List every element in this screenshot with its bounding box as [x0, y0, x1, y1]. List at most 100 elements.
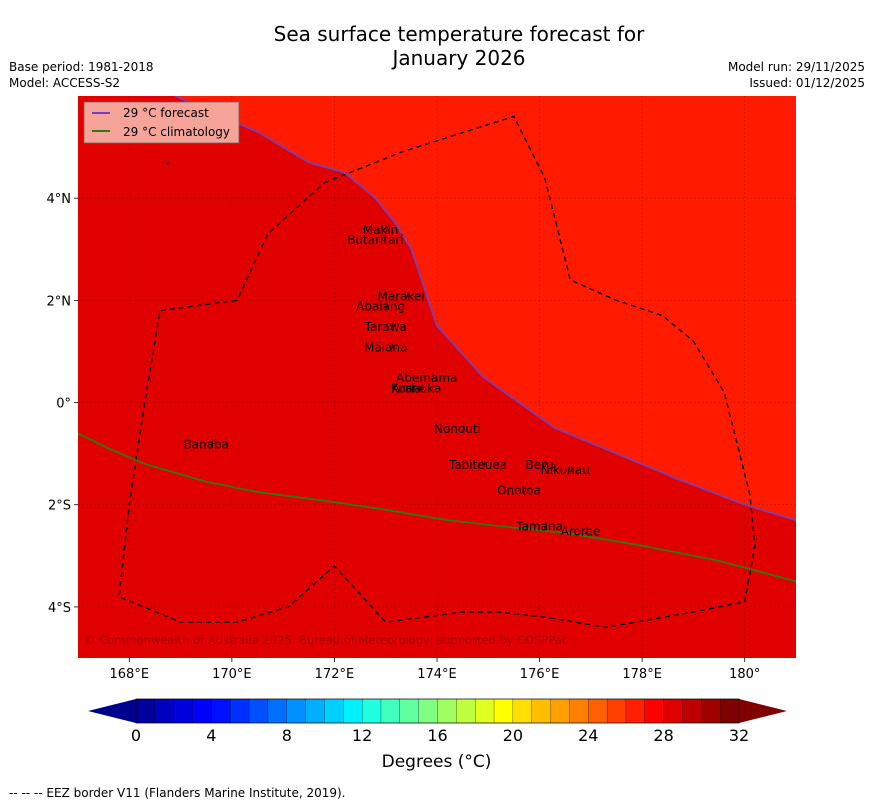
- colorbar-cell: [475, 698, 495, 724]
- lon-tick-label: 170°E: [212, 667, 252, 682]
- colorbar-cell: [644, 698, 665, 724]
- island-outline: [385, 302, 388, 309]
- sst-above-29-zone: [175, 96, 796, 521]
- colorbar-frame: [135, 698, 740, 724]
- island-outline: [410, 384, 414, 391]
- lon-tick-label: 172°E: [315, 667, 355, 682]
- colorbar-tick-label: 8: [282, 726, 292, 745]
- colorbar-tick-label: 16: [427, 726, 447, 745]
- colorbar-label: Degrees (°C): [381, 752, 492, 772]
- island-outline: [421, 384, 424, 391]
- colorbar-cell: [437, 698, 457, 724]
- base-period-text: Base period: 1981-2018: [9, 60, 154, 74]
- island-label: Makin: [363, 223, 399, 237]
- island-outline: [390, 322, 393, 330]
- colorbar-cell: [399, 698, 420, 724]
- island-label: Nikunau: [541, 463, 590, 477]
- colorbar-low-extension: [88, 699, 136, 723]
- island-label: Kuria: [391, 381, 422, 395]
- lat-tick-label: 0°: [56, 397, 71, 412]
- colorbar-cell: [625, 698, 646, 724]
- colorbar-tick-labels: 0 4 8 12 16 20 24 28 32: [131, 726, 749, 745]
- island-outline: [544, 522, 547, 529]
- island-outline: [569, 465, 573, 473]
- island-label: Abaiang: [356, 300, 405, 314]
- island-label: Aranuka: [392, 381, 442, 395]
- meta-right: Model run: 29/11/2025 Issued: 01/12/2025: [728, 59, 865, 91]
- colorbar-cell: [569, 698, 589, 724]
- lat-tick-label: 2°S: [48, 499, 71, 514]
- colorbar-cell: [267, 698, 288, 724]
- island-label: Maiana: [364, 340, 407, 354]
- island-outline: [390, 343, 393, 350]
- island-outline: [462, 424, 465, 432]
- eez-border-line: [118, 115, 756, 629]
- map-axis-ticks: 168°E 170°E 172°E 174°E 176°E 178°E 180° 4°N 2°N…: [47, 192, 761, 682]
- island-label: Nonouti: [434, 422, 481, 436]
- colorbar-cell: [588, 698, 608, 724]
- legend-forecast-label: 29 °C forecast: [123, 106, 209, 120]
- lon-tick-label: 168°E: [110, 667, 150, 682]
- issued-text: Issued: 01/12/2025: [749, 76, 865, 90]
- chart-title-line2: January 2026: [392, 46, 526, 70]
- colorbar-cell: [456, 698, 476, 724]
- colorbar-cell: [418, 698, 439, 724]
- colorbar-cell: [230, 698, 250, 724]
- gridlines: [78, 96, 796, 658]
- colorbar-cell: [286, 698, 307, 724]
- colorbar-cell: [682, 698, 702, 724]
- island-label: Marakei: [377, 289, 424, 303]
- small-islet-mark: ᐡ: [166, 161, 170, 171]
- island-label: Tarawa: [364, 320, 407, 334]
- lon-tick-label: 176°E: [520, 667, 560, 682]
- colorbar-cell: [663, 698, 684, 724]
- colorbar-cell: [343, 698, 363, 724]
- island-label: Tabiteuea: [448, 458, 507, 472]
- island-label: Banaba: [183, 438, 229, 452]
- model-text: Model: ACCESS-S2: [9, 76, 121, 90]
- colorbar-cell: [550, 698, 571, 724]
- colorbar-cell: [173, 698, 194, 724]
- island-label: Beru: [525, 458, 553, 472]
- lon-tick-label: 178°E: [622, 667, 662, 682]
- colorbar-cell: [606, 698, 627, 724]
- model-run-text: Model run: 29/11/2025: [727, 60, 865, 74]
- legend-box: [83, 101, 240, 144]
- colorbar-tick-label: 28: [653, 726, 673, 745]
- colorbar-cell: [380, 698, 401, 724]
- chart-title: Sea surface temperature forecast for Jan…: [0, 22, 873, 70]
- colorbar-cell: [512, 698, 533, 724]
- island-outline: [380, 235, 383, 243]
- colorbar: 0 4 8 12 16 20 24 28 32: [88, 698, 787, 745]
- colorbar-high-extension: [739, 699, 787, 723]
- colorbar-cell: [135, 698, 156, 724]
- colorbar-tick-label: 0: [131, 726, 141, 745]
- forecast-29c-line: [175, 96, 796, 521]
- island-label: Tamana: [515, 519, 563, 533]
- colorbar-cell: [154, 698, 175, 724]
- island-label: Butaritari: [347, 233, 404, 247]
- colorbar-tick-label: 4: [206, 726, 216, 745]
- map-legend: 29 °C forecast 29 °C climatology: [83, 101, 240, 144]
- copyright-text: © Commonwealth of Australia 2025, Bureau…: [84, 633, 568, 647]
- lat-tick-label: 2°N: [47, 294, 72, 309]
- lon-tick-label: 174°E: [417, 667, 457, 682]
- island-outline: [523, 486, 527, 493]
- colorbar-tick-label: 32: [729, 726, 749, 745]
- lon-tick-label: 180°: [729, 667, 760, 682]
- island-outline: [210, 440, 214, 447]
- colorbar-cell: [720, 698, 740, 724]
- island-outline: [385, 225, 388, 233]
- climatology-29c-line: [78, 432, 796, 583]
- colorbar-tick-label: 24: [578, 726, 598, 745]
- lat-tick-label: 4°N: [47, 192, 72, 207]
- meta-left: Base period: 1981-2018 Model: ACCESS-S2: [9, 59, 154, 91]
- island-label: Abemama: [396, 371, 457, 385]
- island-outline: [405, 292, 409, 299]
- colorbar-cell: [493, 698, 514, 724]
- colorbar-cell: [211, 698, 231, 724]
- chart-title-line1: Sea surface temperature forecast for: [273, 22, 645, 46]
- colorbar-tick-label: 12: [352, 726, 372, 745]
